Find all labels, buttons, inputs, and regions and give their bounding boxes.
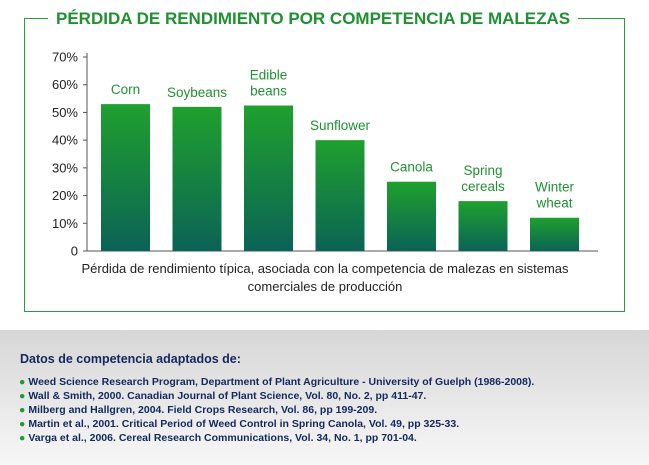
y-tick-label: 10% — [52, 216, 78, 231]
bar-category-label: Winter wheat — [535, 180, 575, 211]
sources-title: Datos de competencia adaptados de: — [20, 352, 241, 366]
bar-category-label: Edible beans — [250, 68, 288, 99]
bullet-icon: ● — [19, 432, 26, 444]
y-tick-label: 50% — [52, 105, 78, 120]
bar-category-label-line: Spring — [463, 163, 502, 178]
reference-item: ● Weed Science Research Program, Departme… — [19, 375, 534, 389]
reference-item: ● Varga et al., 2006. Cereal Research Com… — [19, 431, 534, 445]
bar — [458, 201, 508, 251]
bar-category-label: Soybeans — [167, 85, 227, 100]
bar-category-label-line: Sunflower — [310, 118, 371, 133]
y-tick-label: 60% — [52, 77, 78, 92]
reference-text: Wall & Smith, 2000. Canadian Journal of … — [28, 390, 427, 402]
bar — [530, 217, 579, 251]
bar-category-label-line: Edible — [250, 68, 288, 83]
reference-text: Varga et al., 2006. Cereal Research Comm… — [28, 432, 417, 444]
bar-category-label-line: cereals — [461, 179, 505, 194]
bar-category-label: Canola — [390, 160, 433, 175]
bar-category-label: Spring cereals — [461, 163, 505, 194]
bullet-icon: ● — [19, 404, 26, 416]
bar-category-label-line: Corn — [111, 82, 140, 97]
chart-caption: Pérdida de rendimiento típica, asociada … — [81, 261, 569, 294]
bullet-icon: ● — [19, 418, 26, 430]
y-tick-label: 40% — [52, 133, 78, 148]
bar — [387, 181, 436, 251]
reference-item: ● Milberg and Hallgren, 2004. Field Crops… — [19, 403, 534, 417]
reference-list: ● Weed Science Research Program, Departme… — [19, 375, 534, 445]
bar-category-label: Corn — [111, 82, 140, 97]
reference-text: Weed Science Research Program, Departmen… — [28, 376, 535, 388]
y-tick-label: 30% — [52, 160, 78, 175]
bar-category-label: Sunflower — [310, 118, 371, 133]
reference-item: ● Martin et al., 2001. Critical Period of… — [19, 417, 534, 431]
reference-item: ● Wall & Smith, 2000. Canadian Journal of… — [19, 389, 534, 403]
y-tick-label: 70% — [52, 50, 78, 65]
bar-chart: 0 10% 20% 30% 40% 50% 60% 70% Corn Soybeans Edible… — [52, 50, 598, 259]
bar-category-label-line: wheat — [535, 196, 572, 211]
bar — [172, 106, 222, 251]
bar — [244, 105, 293, 251]
bullet-icon: ● — [19, 390, 26, 402]
bar-category-label-line: Winter — [535, 180, 575, 195]
bar — [101, 104, 150, 251]
bar-category-label-line: Canola — [390, 160, 433, 175]
reference-text: Milberg and Hallgren, 2004. Field Crops … — [28, 404, 378, 416]
bar-category-label-line: Soybeans — [167, 85, 227, 100]
sources-panel: Datos de competencia adaptados de: ● Weed… — [0, 330, 649, 465]
reference-text: Martin et al., 2001. Critical Period of … — [28, 418, 460, 430]
chart-title: PÉRDIDA DE RENDIMIENTO POR COMPETENCIA D… — [48, 9, 579, 29]
bar — [315, 140, 365, 251]
bullet-icon: ● — [19, 376, 26, 388]
y-tick-label: 20% — [52, 188, 78, 203]
bar-category-label-line: beans — [250, 84, 287, 99]
y-tick-label: 0 — [71, 244, 78, 259]
